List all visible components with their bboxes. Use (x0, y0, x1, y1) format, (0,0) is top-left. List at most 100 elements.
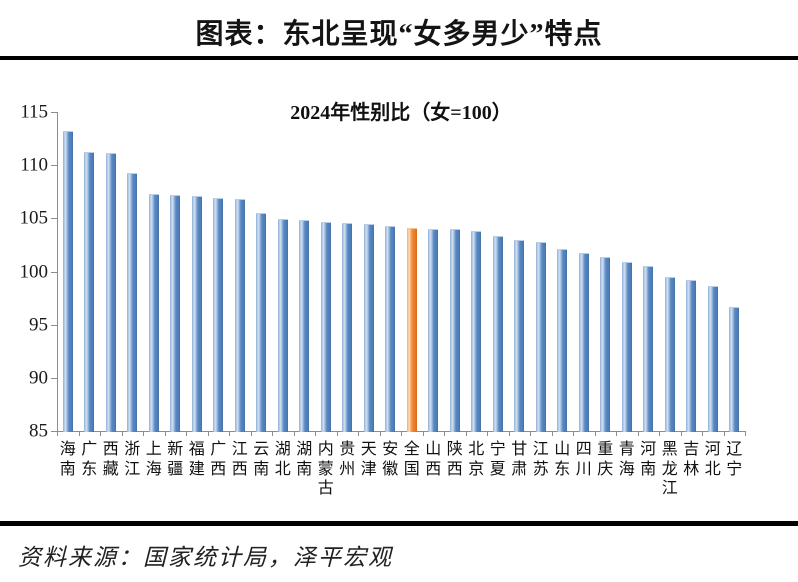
x-axis-tick (723, 431, 725, 436)
x-axis-tick (143, 431, 144, 436)
x-axis-tick (487, 431, 488, 436)
x-axis-label: 江 西 (231, 441, 248, 478)
top-divider-line (0, 56, 798, 60)
sex-ratio-bar-chart: 2024年性别比（女=100） 85 90 95 100 105 110 115 海 南广 东… (0, 60, 798, 520)
chart-bar (148, 193, 159, 432)
chart-bar (256, 213, 267, 432)
y-axis-line (57, 112, 58, 431)
chart-bar (578, 253, 589, 432)
x-axis-label: 辽 宁 (726, 441, 743, 478)
y-axis-tick-label: 90 (29, 367, 48, 389)
chart-bar (492, 236, 503, 432)
x-axis-tick (207, 431, 209, 436)
x-axis-label: 湖 南 (296, 441, 313, 478)
chart-bar (428, 228, 439, 432)
chart-bar (449, 228, 460, 432)
chart-bar (471, 231, 482, 432)
x-axis-tick (594, 431, 596, 436)
y-axis-tick-label: 105 (19, 207, 49, 229)
chart-bar (664, 276, 675, 432)
chart-bar (686, 280, 697, 432)
y-axis-tick (51, 377, 57, 379)
chart-bar (277, 219, 288, 432)
chart-bar (729, 306, 740, 432)
chart-bar (320, 221, 331, 432)
chart-bar (105, 153, 116, 432)
x-axis-label: 河 南 (640, 441, 657, 478)
chart-bar (557, 249, 568, 432)
chart-bar (62, 131, 73, 432)
chart-bar (170, 194, 181, 432)
x-axis-label: 河 北 (704, 441, 721, 478)
x-axis-tick (229, 431, 230, 436)
x-axis-label: 甘 肃 (511, 441, 528, 478)
y-axis-tick-label: 115 (20, 101, 48, 123)
x-axis-tick (616, 431, 617, 436)
x-axis-label: 重 庆 (597, 441, 614, 478)
x-axis-label: 西 藏 (102, 441, 119, 478)
chart-bar (600, 256, 611, 432)
x-axis-tick (57, 431, 58, 436)
chart-bar (84, 152, 95, 432)
y-axis-tick (51, 431, 57, 432)
chart-bar (363, 223, 374, 432)
x-axis-tick (702, 431, 703, 436)
x-axis-tick (551, 431, 553, 436)
x-axis-label: 广 西 (210, 441, 227, 478)
x-axis-tick (379, 431, 381, 436)
y-axis-tick-label: 110 (20, 154, 48, 176)
x-axis-tick (530, 431, 531, 436)
chart-bar (191, 196, 202, 432)
x-axis-tick (121, 431, 123, 436)
chart-bar (299, 220, 310, 432)
x-axis-label: 山 西 (425, 441, 442, 478)
x-axis-label: 新 疆 (167, 441, 184, 478)
x-axis-label: 上 海 (145, 441, 162, 478)
x-axis-label: 天 津 (360, 441, 377, 478)
x-axis-tick (573, 431, 574, 436)
x-axis-tick (680, 431, 682, 436)
x-axis-label: 全 国 (403, 441, 420, 478)
chart-bar (406, 227, 417, 432)
y-axis-tick (51, 324, 57, 326)
x-axis-tick (444, 431, 445, 436)
x-axis-tick (336, 431, 338, 436)
chart-bar (514, 239, 525, 432)
bottom-divider-line (0, 521, 798, 526)
x-axis-label: 云 南 (253, 441, 270, 478)
x-axis-tick (78, 431, 80, 436)
chart-bar (342, 222, 353, 432)
x-axis-label: 青 海 (618, 441, 635, 478)
x-axis-tick (465, 431, 467, 436)
chart-bar (707, 286, 718, 432)
x-axis-tick (637, 431, 639, 436)
x-axis-tick (401, 431, 402, 436)
x-axis-label: 北 京 (468, 441, 485, 478)
chart-bar (234, 199, 245, 432)
x-axis-label: 福 建 (188, 441, 205, 478)
x-axis-tick (358, 431, 359, 436)
y-axis-tick (51, 112, 57, 113)
x-axis-tick (508, 431, 510, 436)
chart-bar (621, 261, 632, 432)
y-axis-tick (51, 218, 57, 220)
x-axis-label: 湖 北 (274, 441, 291, 478)
x-axis-label: 内 蒙 古 (317, 441, 334, 497)
chart-bar (213, 198, 224, 432)
y-axis-tick-label: 100 (19, 261, 49, 282)
x-axis-label: 贵 州 (339, 441, 356, 478)
x-axis-tick (293, 431, 295, 436)
y-axis-tick-label: 95 (29, 314, 48, 336)
x-axis-label: 江 苏 (532, 441, 549, 478)
x-axis-tick (250, 431, 252, 436)
y-axis-tick (51, 271, 57, 273)
chart-bar (535, 241, 546, 432)
x-axis-label: 山 东 (554, 441, 571, 478)
x-axis-tick (186, 431, 187, 436)
page-title: 图表：东北呈现“女多男少”特点 (195, 19, 603, 50)
x-axis-tick (272, 431, 273, 436)
x-axis-label: 宁 夏 (489, 441, 506, 478)
x-axis-tick (100, 431, 101, 436)
x-axis-label: 海 南 (59, 441, 76, 478)
x-axis-label: 吉 林 (683, 441, 700, 478)
